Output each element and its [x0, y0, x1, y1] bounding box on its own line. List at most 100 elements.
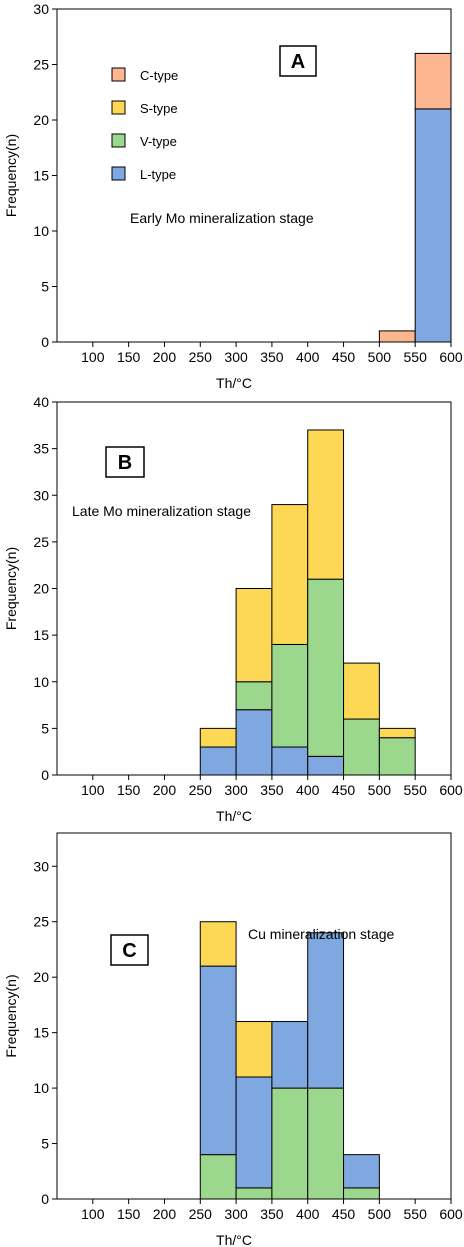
bar-v-250-300	[199, 1154, 237, 1200]
x-tick-label: 350	[260, 349, 284, 365]
legend-label-v-type: V-type	[140, 134, 177, 149]
y-axis-title: Frequency(n)	[3, 134, 19, 217]
y-tick-label: 25	[33, 57, 49, 73]
bar-s-400-450	[307, 429, 345, 580]
x-tick-label: 250	[189, 1206, 213, 1222]
x-tick-label: 500	[368, 782, 392, 798]
y-tick-label: 5	[41, 1136, 49, 1152]
panel-label: B	[118, 452, 132, 474]
x-tick-label: 200	[153, 782, 177, 798]
x-tick-label: 200	[153, 1206, 177, 1222]
x-axis-title: Th/°C	[216, 808, 252, 824]
x-tick-label: 400	[296, 782, 320, 798]
y-tick-label: 10	[33, 674, 49, 690]
y-tick-label: 10	[33, 1080, 49, 1096]
x-tick-label: 200	[153, 349, 177, 365]
bar-s-350-400	[271, 504, 309, 645]
x-tick-label: 300	[224, 782, 248, 798]
x-tick-label: 450	[332, 782, 356, 798]
x-tick-label: 450	[332, 1206, 356, 1222]
bar-l-550-600	[414, 108, 452, 343]
x-tick-label: 300	[224, 349, 248, 365]
x-tick-label: 400	[296, 349, 320, 365]
y-tick-label: 5	[41, 279, 49, 295]
y-tick-label: 5	[41, 720, 49, 736]
y-tick-label: 35	[33, 441, 49, 457]
legend-swatch-s-type	[111, 100, 126, 115]
bar-s-250-300	[199, 921, 237, 967]
y-tick-label: 0	[41, 334, 49, 350]
bar-l-350-400	[271, 746, 309, 776]
y-tick-label: 10	[33, 223, 49, 239]
bar-l-350-400	[271, 1021, 309, 1089]
panel-label-box	[105, 446, 145, 478]
x-tick-label: 600	[439, 782, 463, 798]
y-tick-label: 0	[41, 1191, 49, 1207]
legend-label-s-type: S-type	[140, 101, 178, 116]
bar-v-450-500	[343, 1187, 380, 1200]
bar-v-400-450	[307, 578, 345, 757]
chart-panel-b: 0 5 10 15 20 25 30 35 40 100 150 200 250 300 350 400 450…	[3, 394, 463, 824]
x-tick-label: 600	[439, 349, 463, 365]
legend-swatch-c-type	[111, 67, 126, 82]
bar-s-500-550	[378, 727, 416, 739]
bar-l-300-350	[235, 1076, 273, 1189]
panel-label-box	[279, 45, 317, 77]
bar-l-400-450	[307, 755, 345, 776]
y-tick-label: 15	[33, 627, 49, 643]
bar-l-450-500	[343, 1154, 380, 1189]
chart-panel-c: 0 5 10 15 20 25 30 100 150 200 250 300 350 400 450 500 5…	[3, 832, 463, 1247]
y-tick-label: 25	[33, 914, 49, 930]
y-tick-label: 40	[33, 394, 49, 410]
x-tick-label: 450	[332, 349, 356, 365]
y-axis-title: Frequency(n)	[3, 974, 19, 1057]
y-tick-label: 25	[33, 534, 49, 550]
bar-l-400-450	[307, 932, 345, 1089]
y-tick-label: 30	[33, 1, 49, 17]
bar-v-500-550	[378, 737, 416, 776]
x-tick-label: 500	[368, 349, 392, 365]
x-tick-label: 100	[81, 1206, 105, 1222]
legend: C-type S-type V-type L-type	[111, 67, 178, 182]
chart-panel-a: 0 5 10 15 20 25 30 100 150 200 250 300 350 400 450 500 5…	[3, 1, 463, 391]
x-tick-label: 100	[81, 349, 105, 365]
legend-swatch-v-type	[111, 133, 126, 148]
x-tick-label: 600	[439, 1206, 463, 1222]
x-tick-label: 350	[260, 782, 284, 798]
y-tick-label: 30	[33, 487, 49, 503]
x-tick-label: 350	[260, 1206, 284, 1222]
stage-annotation: Late Mo mineralization stage	[72, 503, 251, 519]
y-axis-title: Frequency(n)	[3, 547, 19, 630]
stage-annotation: Cu mineralization stage	[248, 926, 395, 942]
stage-annotation: Early Mo mineralization stage	[130, 210, 314, 226]
y-tick-label: 0	[41, 767, 49, 783]
legend-label-l-type: L-type	[140, 167, 176, 182]
x-tick-label: 250	[189, 782, 213, 798]
x-axis-title: Th/°C	[216, 1232, 252, 1247]
panel-label: A	[291, 51, 305, 73]
x-tick-label: 250	[189, 349, 213, 365]
x-tick-label: 550	[404, 782, 428, 798]
x-tick-label: 500	[368, 1206, 392, 1222]
y-tick-label: 15	[33, 1025, 49, 1041]
x-tick-label: 100	[81, 782, 105, 798]
x-tick-label: 550	[404, 349, 428, 365]
bar-s-250-300	[199, 727, 237, 748]
x-tick-label: 150	[117, 782, 141, 798]
bar-c-500-550	[378, 330, 416, 343]
bar-l-250-300	[199, 746, 237, 776]
x-tick-label: 300	[224, 1206, 248, 1222]
bar-s-450-500	[343, 662, 380, 720]
bar-v-300-350	[235, 681, 273, 711]
x-tick-label: 150	[117, 1206, 141, 1222]
bar-v-350-400	[271, 643, 309, 748]
bar-s-300-350	[235, 588, 273, 683]
y-tick-label: 20	[33, 969, 49, 985]
y-tick-label: 30	[33, 858, 49, 874]
x-tick-label: 150	[117, 349, 141, 365]
bar-s-300-350	[235, 1021, 273, 1078]
bar-l-250-300	[199, 965, 237, 1156]
bar-v-400-450	[307, 1087, 345, 1200]
bar-v-350-400	[271, 1087, 309, 1200]
